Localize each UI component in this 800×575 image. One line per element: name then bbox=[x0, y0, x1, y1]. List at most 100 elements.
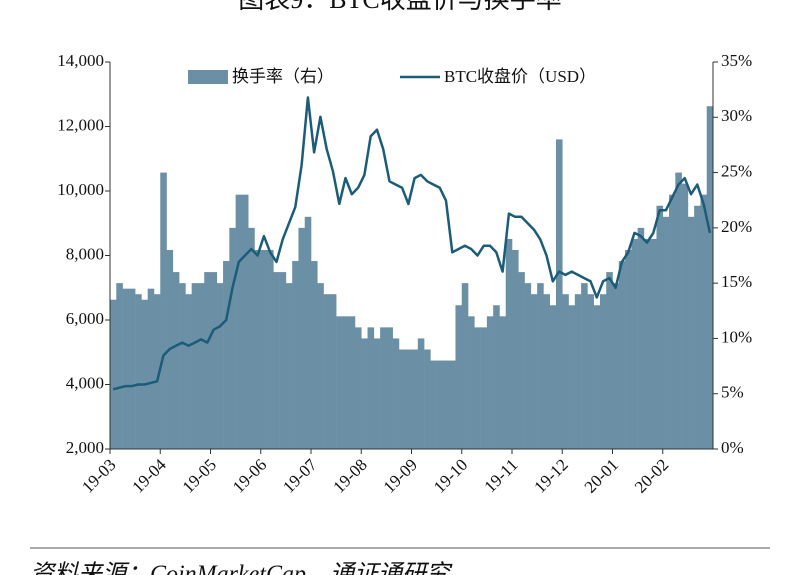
legend-label: BTC收盘价（USD） bbox=[444, 67, 596, 86]
bar bbox=[273, 272, 280, 449]
chart-title: 图表9：BTC收盘价与换手率 bbox=[238, 0, 562, 14]
bar bbox=[361, 338, 368, 449]
y2-tick-label: 15% bbox=[721, 272, 752, 291]
bar bbox=[480, 327, 488, 449]
bar bbox=[694, 205, 701, 449]
bar bbox=[662, 216, 670, 449]
bar bbox=[135, 294, 142, 449]
bar bbox=[543, 294, 550, 449]
bar bbox=[512, 249, 519, 449]
y2-tick-label: 5% bbox=[721, 383, 744, 402]
bar bbox=[581, 283, 588, 449]
x-tick-label: 19-10 bbox=[430, 455, 471, 496]
x-tick-label: 19-04 bbox=[128, 455, 170, 497]
bar bbox=[248, 227, 255, 449]
y2-tick-label: 25% bbox=[721, 161, 752, 180]
bar bbox=[285, 283, 293, 449]
bar bbox=[354, 327, 362, 449]
bar bbox=[474, 327, 481, 449]
bar bbox=[122, 288, 130, 449]
bar bbox=[110, 299, 117, 449]
source-note: 资料来源：CoinMarketCap，通证通研究 bbox=[30, 561, 453, 575]
bar bbox=[405, 349, 412, 449]
bar bbox=[430, 360, 437, 449]
y2-tick-label: 20% bbox=[721, 217, 752, 236]
x-tick-label: 19-07 bbox=[279, 455, 321, 497]
bar bbox=[599, 294, 607, 449]
bar bbox=[530, 294, 538, 449]
bar bbox=[380, 327, 387, 449]
bar bbox=[398, 349, 406, 449]
bar bbox=[386, 327, 393, 449]
bar bbox=[675, 172, 682, 450]
bar bbox=[555, 139, 563, 449]
bar bbox=[637, 227, 645, 449]
bar bbox=[537, 283, 544, 449]
bar bbox=[568, 305, 576, 449]
bar bbox=[424, 349, 431, 449]
bar bbox=[311, 261, 318, 449]
bar bbox=[141, 299, 148, 449]
bar bbox=[267, 249, 274, 449]
bar bbox=[417, 338, 425, 449]
bar bbox=[172, 272, 180, 449]
x-tick-label: 20-02 bbox=[631, 455, 672, 496]
y-tick-label: 12,000 bbox=[57, 115, 104, 134]
bar bbox=[455, 305, 463, 449]
x-tick-label: 19-05 bbox=[179, 455, 220, 496]
bar bbox=[128, 288, 136, 449]
legend-label: 换手率（右） bbox=[232, 67, 334, 86]
bar bbox=[216, 283, 224, 449]
bar bbox=[367, 327, 375, 449]
bar bbox=[468, 316, 475, 449]
bar bbox=[260, 249, 268, 449]
bar bbox=[348, 316, 356, 449]
bar bbox=[298, 227, 306, 449]
bar bbox=[593, 305, 601, 449]
bar bbox=[373, 338, 381, 449]
bar bbox=[292, 261, 299, 449]
bar bbox=[160, 172, 167, 450]
x-tick-label: 19-11 bbox=[481, 455, 522, 496]
x-tick-label: 19-03 bbox=[78, 455, 119, 496]
bar bbox=[524, 283, 532, 449]
bar bbox=[342, 316, 349, 449]
bar bbox=[687, 216, 695, 449]
bar bbox=[204, 272, 211, 449]
x-tick-label: 19-09 bbox=[380, 455, 421, 496]
bar bbox=[254, 249, 262, 449]
bar bbox=[229, 227, 236, 449]
bar bbox=[235, 194, 243, 449]
bar bbox=[574, 294, 582, 449]
bar bbox=[223, 261, 230, 449]
bar bbox=[505, 238, 513, 449]
bar bbox=[304, 216, 312, 449]
bar bbox=[618, 261, 626, 449]
bar bbox=[191, 283, 199, 449]
x-tick-label: 19-06 bbox=[229, 455, 270, 496]
bar bbox=[681, 183, 689, 449]
bar bbox=[279, 272, 287, 449]
price-line bbox=[112, 96, 712, 391]
y-tick-label: 4,000 bbox=[66, 373, 104, 392]
bar bbox=[706, 106, 714, 449]
bar bbox=[442, 360, 450, 449]
bar bbox=[643, 238, 651, 449]
bar bbox=[449, 360, 456, 449]
bar bbox=[587, 294, 594, 449]
bar bbox=[179, 283, 186, 449]
y2-tick-label: 30% bbox=[721, 106, 752, 125]
bar bbox=[518, 272, 525, 449]
bar bbox=[650, 238, 657, 449]
y-tick-label: 2,000 bbox=[66, 438, 104, 457]
legend-swatch bbox=[188, 70, 228, 84]
bar bbox=[185, 294, 192, 449]
bar bbox=[210, 272, 218, 449]
y2-tick-label: 10% bbox=[721, 327, 752, 346]
bar bbox=[562, 294, 569, 449]
bar bbox=[606, 272, 613, 449]
y-tick-label: 14,000 bbox=[57, 51, 104, 70]
y2-tick-label: 0% bbox=[721, 438, 744, 457]
x-tick-label: 19-12 bbox=[530, 455, 571, 496]
bar bbox=[411, 349, 419, 449]
